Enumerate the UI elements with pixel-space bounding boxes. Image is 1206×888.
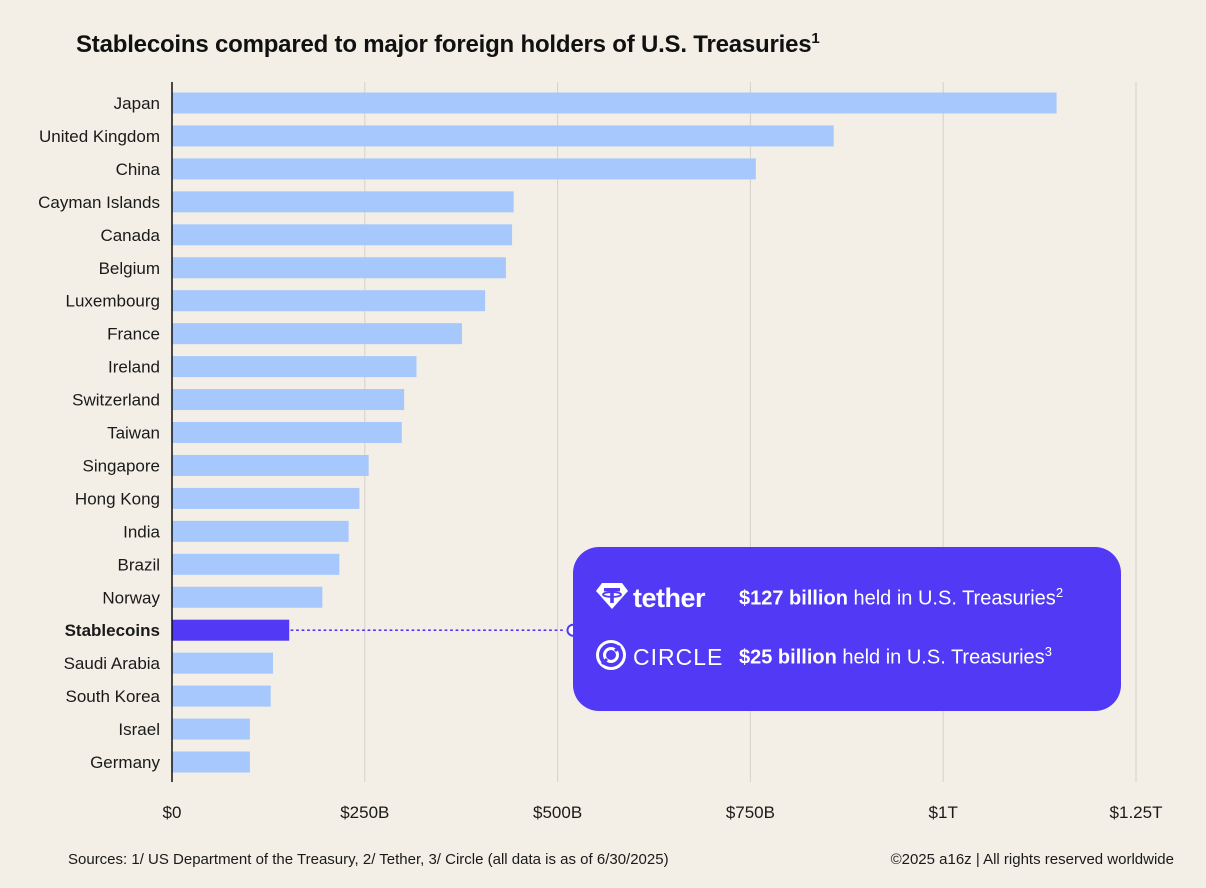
bar-germany <box>172 751 250 773</box>
bar-singapore <box>172 454 369 476</box>
category-label: India <box>123 522 160 541</box>
tether-stat-text: held in U.S. Treasuries <box>847 587 1056 610</box>
category-label: Luxembourg <box>65 292 160 311</box>
x-tick-label: $1T <box>929 803 958 822</box>
category-label: Canada <box>100 226 160 245</box>
callout-connector <box>290 623 580 637</box>
bar-china <box>172 158 756 180</box>
bar-norway <box>172 586 323 608</box>
category-label: Taiwan <box>107 424 160 443</box>
tether-stat: $127 billion held in U.S. Treasuries2 <box>739 585 1063 611</box>
x-tick-labels: $0 $250B $500B $750B $1T $1.25T <box>163 803 1163 822</box>
bar-stablecoins <box>172 619 290 641</box>
bar-belgium <box>172 257 506 279</box>
footer-sources: Sources: 1/ US Department of the Treasur… <box>68 851 669 868</box>
callout-row-circle: CIRCLE $25 billion held in U.S. Treasuri… <box>595 637 1052 677</box>
category-label: Stablecoins <box>65 621 160 640</box>
category-label: Cayman Islands <box>38 193 160 212</box>
category-label: United Kingdom <box>39 127 160 146</box>
category-label: Belgium <box>99 259 160 278</box>
bar-south-korea <box>172 685 271 707</box>
title-footnote-marker: 1 <box>811 30 820 47</box>
category-label: Saudi Arabia <box>64 654 161 673</box>
bar-japan <box>172 92 1057 114</box>
tether-brand: tether <box>595 582 717 615</box>
bar-saudi-arabia <box>172 652 274 674</box>
tether-logo-icon <box>595 582 629 615</box>
bar-israel <box>172 718 250 740</box>
circle-logo-icon <box>595 639 627 676</box>
bar-cayman-islands <box>172 191 514 213</box>
circle-stat-text: held in U.S. Treasuries <box>836 646 1045 669</box>
bar-taiwan <box>172 422 402 443</box>
circle-brand: CIRCLE <box>595 639 722 676</box>
category-label: Singapore <box>82 456 160 475</box>
category-label: France <box>107 325 160 344</box>
bar-france <box>172 323 462 345</box>
circle-stat: $25 billion held in U.S. Treasuries3 <box>739 644 1052 670</box>
chart-title-text: Stablecoins compared to major foreign ho… <box>76 31 812 58</box>
category-label: Japan <box>114 94 160 113</box>
category-labels: Japan United Kingdom China Cayman Islands Ca… <box>38 94 160 772</box>
tether-footnote-marker: 2 <box>1055 585 1064 601</box>
category-label: Israel <box>118 720 160 739</box>
chart-title: Stablecoins compared to major foreign ho… <box>76 30 820 59</box>
callout-row-tether: tether $127 billion held in U.S. Treasur… <box>595 578 1063 618</box>
bar-hong-kong <box>172 487 360 509</box>
tether-amount: $127 billion <box>739 587 848 610</box>
tether-wordmark: tether <box>633 582 706 613</box>
bar-united-kingdom <box>172 125 834 147</box>
bar-canada <box>172 224 513 246</box>
circle-wordmark: CIRCLE <box>633 643 724 670</box>
bar-switzerland <box>172 389 405 411</box>
circle-amount: $25 billion <box>739 646 837 669</box>
bar-brazil <box>172 553 340 575</box>
bar-luxembourg <box>172 290 486 312</box>
x-tick-label: $250B <box>340 803 389 822</box>
category-label: China <box>116 160 161 179</box>
x-tick-label: $1.25T <box>1110 803 1163 822</box>
bar-india <box>172 520 349 542</box>
category-label: Ireland <box>108 358 160 377</box>
category-label: Hong Kong <box>75 489 160 508</box>
x-tick-label: $500B <box>533 803 582 822</box>
footer-copyright: ©2025 a16z | All rights reserved worldwi… <box>890 851 1174 868</box>
bar-ireland <box>172 356 417 378</box>
category-label: South Korea <box>65 687 160 706</box>
category-label: Switzerland <box>72 391 160 410</box>
stablecoin-callout: tether $127 billion held in U.S. Treasur… <box>573 547 1121 711</box>
category-label: Norway <box>102 588 160 607</box>
circle-footnote-marker: 3 <box>1044 644 1052 660</box>
x-tick-label: $0 <box>163 803 182 822</box>
category-label: Brazil <box>117 555 160 574</box>
category-label: Germany <box>90 753 160 772</box>
bars <box>172 92 1057 773</box>
x-tick-label: $750B <box>726 803 775 822</box>
